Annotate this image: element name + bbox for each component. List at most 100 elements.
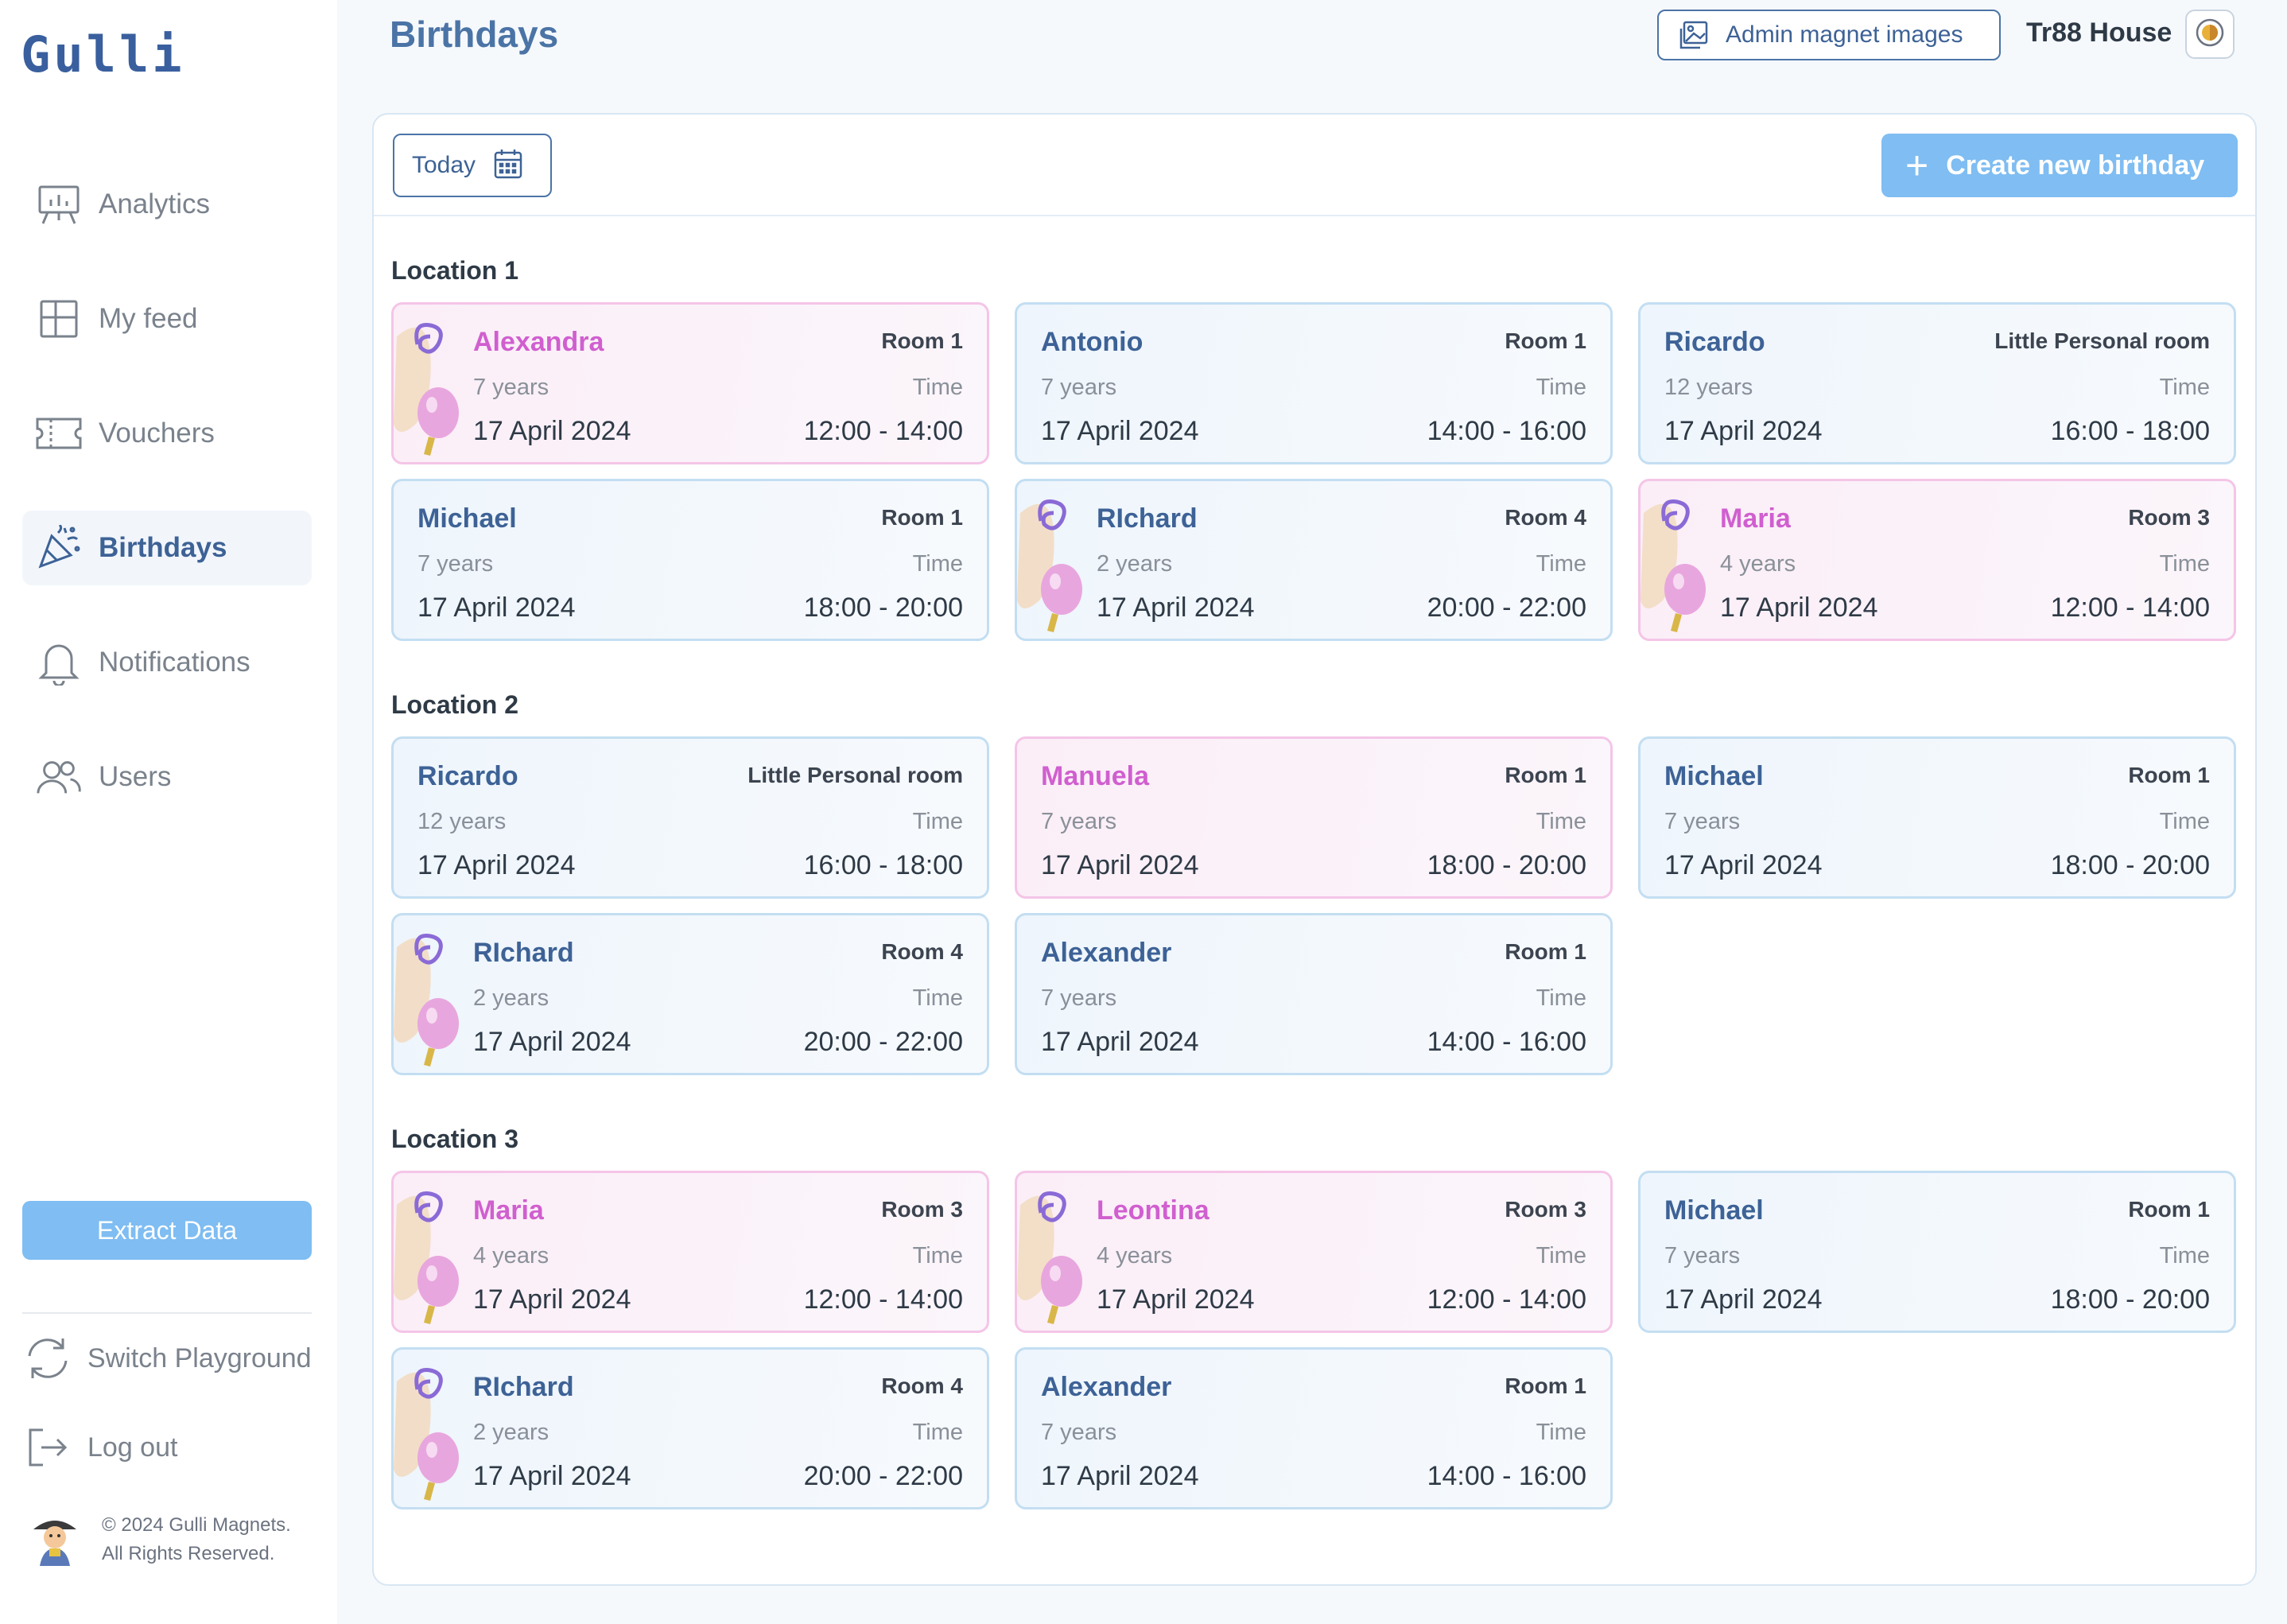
child-name: Ricardo (417, 761, 518, 791)
today-label: Today (412, 152, 476, 178)
time-label: Time (1536, 985, 1586, 1011)
time-label: Time (912, 985, 963, 1011)
child-age: 7 years (1041, 985, 1117, 1011)
birthday-date: 17 April 2024 (417, 850, 576, 880)
birthday-time: 16:00 - 18:00 (803, 850, 963, 880)
birthday-date: 17 April 2024 (1041, 416, 1199, 446)
sidebar-item-label: Users (99, 761, 172, 792)
sidebar-item-label: Birthdays (99, 532, 227, 563)
room-name: Room 4 (881, 939, 963, 964)
child-name: Alexander (1041, 1372, 1172, 1402)
birthday-card[interactable]: RIchard Room 4 2 years Time 17 April 2024 20:… (1015, 479, 1613, 641)
birthday-date: 17 April 2024 (1041, 850, 1199, 880)
birthday-date: 17 April 2024 (1664, 850, 1823, 880)
time-label: Time (2159, 551, 2210, 577)
child-age: 7 years (1041, 1420, 1117, 1445)
gulli-logo[interactable]: Gulli (21, 25, 185, 84)
birthday-card[interactable]: Leontina Room 3 4 years Time 17 April 2024 12… (1015, 1171, 1613, 1333)
birthday-date: 17 April 2024 (1664, 1284, 1823, 1315)
child-age: 7 years (473, 375, 549, 400)
bell-icon (35, 639, 83, 686)
time-label: Time (1536, 551, 1586, 577)
birthday-card[interactable]: Ricardo Little Personal room 12 years Time 1… (1638, 302, 2236, 464)
grid-icon (35, 295, 83, 343)
room-name: Room 1 (2128, 1197, 2210, 1222)
sidebar-item-vouchers[interactable]: Vouchers (22, 396, 312, 471)
logout-button[interactable]: Log out (22, 1422, 177, 1473)
birthday-card[interactable]: Alexander Room 1 7 years Time 17 April 2024 1… (1015, 913, 1613, 1075)
birthday-time: 18:00 - 20:00 (1427, 850, 1586, 880)
room-name: Room 1 (881, 505, 963, 530)
child-name: Antonio (1041, 327, 1144, 357)
time-label: Time (1536, 1420, 1586, 1445)
birthday-date: 17 April 2024 (1720, 592, 1878, 623)
sidebar-item-analytics[interactable]: Analytics (22, 167, 312, 242)
birthday-time: 14:00 - 16:00 (1427, 416, 1586, 446)
sidebar-item-birthdays[interactable]: Birthdays (22, 511, 312, 585)
room-name: Room 4 (1505, 505, 1586, 530)
location-title: Location 2 (391, 690, 519, 719)
birthday-card[interactable]: RIchard Room 4 2 years Time 17 April 2024 20:… (391, 1347, 989, 1509)
balloon-icon (1017, 1173, 1097, 1331)
mascot-icon (29, 1512, 81, 1568)
birthday-card[interactable]: Maria Room 3 4 years Time 17 April 2024 12:00… (1638, 479, 2236, 641)
birthday-time: 12:00 - 14:00 (803, 416, 963, 446)
child-age: 12 years (1664, 375, 1753, 400)
sidebar-item-label: Notifications (99, 647, 250, 678)
birthday-card[interactable]: Antonio Room 1 7 years Time 17 April 2024 14:… (1015, 302, 1613, 464)
birthday-time: 12:00 - 14:00 (803, 1284, 963, 1315)
rights-line: All Rights Reserved. (102, 1543, 275, 1564)
balloon-icon (394, 1350, 473, 1507)
copyright-line: © 2024 Gulli Magnets. (102, 1514, 291, 1536)
child-age: 2 years (1097, 551, 1173, 577)
birthday-time: 20:00 - 22:00 (803, 1027, 963, 1057)
birthday-date: 17 April 2024 (1097, 592, 1255, 623)
birthday-card[interactable]: Michael Room 1 7 years Time 17 April 2024 18:… (1638, 1171, 2236, 1333)
today-button[interactable]: Today (393, 134, 552, 197)
extract-data-button[interactable]: Extract Data (22, 1201, 312, 1260)
birthday-card[interactable]: Michael Room 1 7 years Time 17 April 2024 18:… (391, 479, 989, 641)
create-birthday-label: Create new birthday (1946, 150, 2205, 181)
child-age: 7 years (1664, 1243, 1741, 1269)
birthday-card[interactable]: RIchard Room 4 2 years Time 17 April 2024 20:… (391, 913, 989, 1075)
birthday-card[interactable]: Manuela Room 1 7 years Time 17 April 2024 18:… (1015, 736, 1613, 899)
sidebar-item-label: Analytics (99, 188, 211, 220)
child-age: 7 years (1041, 809, 1117, 834)
birthday-card[interactable]: Alexander Room 1 7 years Time 17 April 2024 1… (1015, 1347, 1613, 1509)
room-name: Room 3 (881, 1197, 963, 1222)
room-name: Little Personal room (747, 763, 963, 787)
time-label: Time (2159, 1243, 2210, 1269)
child-name: RIchard (473, 938, 574, 968)
image-icon (1678, 19, 1710, 51)
logout-icon (22, 1422, 73, 1473)
sidebar-item-notifications[interactable]: Notifications (22, 625, 312, 700)
child-age: 2 years (473, 1420, 549, 1445)
birthday-card[interactable]: Michael Room 1 7 years Time 17 April 2024 18:… (1638, 736, 2236, 899)
child-name: Alexandra (473, 327, 604, 357)
birthday-time: 18:00 - 20:00 (803, 592, 963, 623)
child-name: RIchard (1097, 503, 1198, 534)
birthday-card[interactable]: Alexandra Room 1 7 years Time 17 April 2024 1… (391, 302, 989, 464)
child-age: 7 years (417, 551, 494, 577)
admin-magnet-images-button[interactable]: Admin magnet images (1657, 10, 2001, 60)
ticket-icon (35, 410, 83, 457)
create-birthday-button[interactable]: + Create new birthday (1881, 134, 2238, 197)
house-avatar[interactable] (2185, 10, 2235, 59)
sidebar-nav: Analytics My feed Vouchers Birthdays Not… (22, 167, 312, 854)
panel-toolbar: Today + Create new birthday (374, 115, 2255, 216)
birthday-card[interactable]: Maria Room 3 4 years Time 17 April 2024 12:00… (391, 1171, 989, 1333)
time-label: Time (912, 551, 963, 577)
birthday-date: 17 April 2024 (1664, 416, 1823, 446)
time-label: Time (1536, 809, 1586, 834)
child-name: Leontina (1097, 1195, 1210, 1226)
sidebar-item-my-feed[interactable]: My feed (22, 282, 312, 356)
child-name: Alexander (1041, 938, 1172, 968)
sidebar-item-users[interactable]: Users (22, 740, 312, 814)
admin-magnet-images-label: Admin magnet images (1726, 21, 1963, 48)
switch-playground-button[interactable]: Switch Playground (22, 1333, 312, 1384)
birthday-date: 17 April 2024 (473, 416, 631, 446)
room-name: Room 4 (881, 1373, 963, 1398)
balloon-icon (394, 915, 473, 1073)
birthday-card[interactable]: Ricardo Little Personal room 12 years Time 1… (391, 736, 989, 899)
room-name: Room 1 (1505, 1373, 1586, 1398)
